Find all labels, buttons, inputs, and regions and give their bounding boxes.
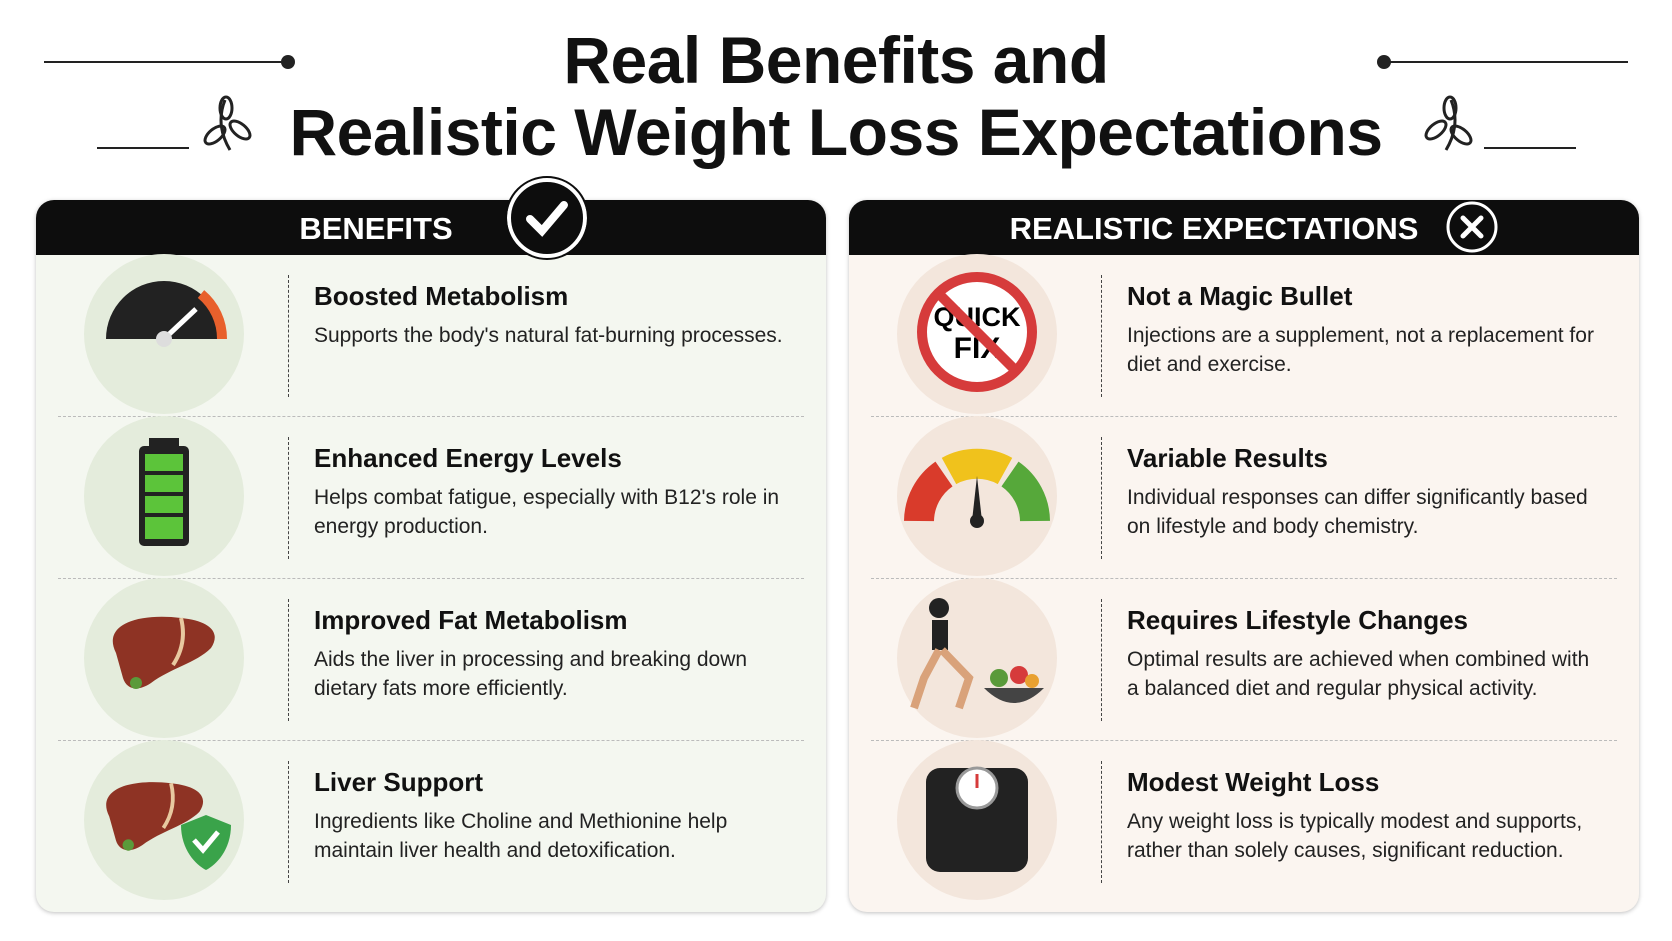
rule [44, 61, 286, 63]
item-row: Requires Lifestyle Changes Optimal result… [849, 578, 1639, 741]
item-row: Improved Fat Metabolism Aids the liver in… [36, 578, 826, 741]
item-text: Helps combat fatigue, especially with B1… [314, 486, 780, 538]
item-text: Aids the liver in processing and breakin… [314, 648, 748, 700]
item-title: Variable Results [1127, 443, 1328, 473]
divider [1101, 437, 1102, 559]
rule [97, 147, 189, 149]
panel-header: BENEFITS [36, 200, 826, 255]
divider [288, 599, 289, 721]
title: Realistic Weight Loss Expectations [289, 95, 1383, 169]
divider [288, 275, 289, 397]
expectations-panel: REALISTIC EXPECTATIONS QUICK FIX Not a Magi… [849, 200, 1639, 912]
divider [1101, 275, 1102, 397]
separator [58, 740, 804, 741]
item-icon [897, 740, 1057, 900]
check-badge [505, 176, 589, 260]
divider [1101, 599, 1102, 721]
item-title: Requires Lifestyle Changes [1127, 605, 1468, 635]
item-icon [84, 254, 244, 414]
item-row: Liver Support Ingredients like Choline an… [36, 740, 826, 903]
title: Real Benefits and [563, 23, 1109, 97]
item-row: Enhanced Energy Levels Helps combat fatig… [36, 416, 826, 579]
divider [1101, 761, 1102, 883]
rule [1386, 61, 1628, 63]
item-row: Variable Results Individual responses can… [849, 416, 1639, 579]
separator [58, 578, 804, 579]
item-text: Injections are a supplement, not a repla… [1127, 324, 1594, 376]
separator [871, 416, 1617, 417]
decorations [203, 55, 1473, 151]
item-icon [84, 740, 244, 900]
item-text: Any weight loss is typically modest and … [1127, 810, 1583, 862]
item-title: Boosted Metabolism [314, 281, 569, 311]
item-text: Supports the body's natural fat-burning … [314, 324, 783, 347]
item-row: Modest Weight Loss Any weight loss is typ… [849, 740, 1639, 903]
item-icon [897, 578, 1057, 738]
item-title: Modest Weight Loss [1127, 767, 1380, 797]
divider [288, 761, 289, 883]
item-title: Not a Magic Bullet [1127, 281, 1353, 311]
item-row: Boosted Metabolism Supports the body's na… [36, 254, 826, 417]
item-title: Liver Support [314, 767, 484, 797]
separator [871, 740, 1617, 741]
item-text: Ingredients like Choline and Methionine … [314, 810, 728, 862]
rule [1484, 147, 1576, 149]
item-title: Enhanced Energy Levels [314, 443, 622, 473]
item-icon [897, 416, 1057, 576]
heading: REALISTIC EXPECTATIONS [1009, 211, 1419, 246]
panel-header: REALISTIC EXPECTATIONS [849, 200, 1639, 255]
separator [58, 416, 804, 417]
item-title: Improved Fat Metabolism [314, 605, 628, 635]
benefits-panel: BENEFITS Boosted Metabolism Supports the b… [36, 200, 826, 912]
item-text: Individual responses can differ signific… [1127, 486, 1588, 538]
divider [288, 437, 289, 559]
separator [871, 578, 1617, 579]
heading: BENEFITS [299, 211, 453, 246]
item-icon [84, 578, 244, 738]
item-row: QUICK FIX Not a Magic Bullet Injections are… [849, 254, 1639, 417]
item-icon [84, 416, 244, 576]
x-badge [1446, 201, 1498, 253]
item-text: Optimal results are achieved when combin… [1127, 648, 1590, 700]
